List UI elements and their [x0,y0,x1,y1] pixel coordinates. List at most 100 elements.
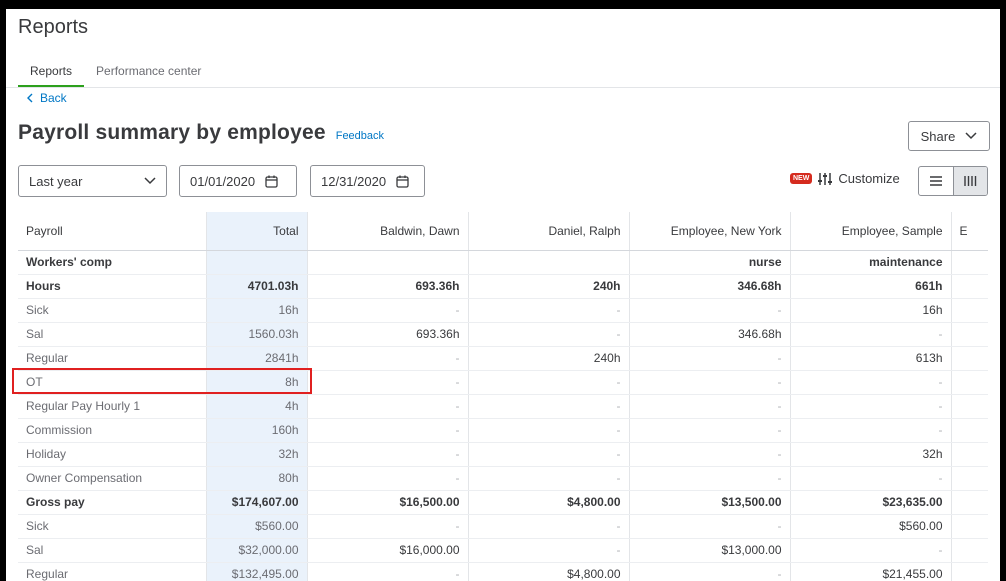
chevron-down-icon [144,177,156,185]
table-cell[interactable]: 346.68h [629,322,791,347]
column-header[interactable]: Employee, New York [629,212,791,251]
table-cell[interactable]: 240h [468,346,630,371]
tab-reports[interactable]: Reports [18,60,85,88]
row-label: Holiday [18,442,207,467]
start-date-value: 01/01/2020 [190,173,256,189]
table-cell[interactable]: 613h [790,346,952,371]
table-cell: - [307,298,469,323]
column-header[interactable]: Payroll [18,212,207,251]
table-cell[interactable]: 16h [206,298,308,323]
table-cell: - [468,394,630,419]
list-view-button[interactable] [919,167,953,195]
customize-button[interactable]: NEW Customize [790,171,900,186]
end-date-field[interactable]: 12/31/2020 [310,165,425,197]
table-cell[interactable]: 80h [206,466,308,491]
column-header[interactable]: Baldwin, Dawn [307,212,469,251]
calendar-icon[interactable] [265,175,278,188]
table-cell[interactable]: 693.36h [307,322,469,347]
table-cell[interactable]: 32h [206,442,308,467]
table-cell: - [790,466,952,491]
table-cell[interactable]: $16,500.00 [307,490,469,515]
table-cell[interactable]: 1560.03h [206,322,308,347]
table-cell: - [307,514,469,539]
table-cell [951,562,988,581]
table-cell[interactable]: 8h [206,370,308,395]
table-cell[interactable]: 160h [206,418,308,443]
row-label: Regular Pay Hourly 1 [18,394,207,419]
table-row: Owner Compensation 80h - - - - [18,466,988,491]
table-row: Sal $32,000.00 $16,000.00- $13,000.00- [18,538,988,563]
table-cell[interactable]: $132,495.00 [206,562,308,581]
window-frame-right [1000,0,1006,581]
back-link[interactable]: Back [26,91,67,105]
table-cell[interactable]: $13,000.00 [629,538,791,563]
table-cell [307,250,469,275]
table-cell: - [468,514,630,539]
table-cell[interactable]: $4,800.00 [468,490,630,515]
table-cell [951,274,988,299]
chevron-down-icon [965,132,977,140]
back-label: Back [40,91,67,105]
table-cell[interactable]: 240h [468,274,630,299]
tab-performance-center[interactable]: Performance center [96,64,202,78]
table-cell[interactable]: $23,635.00 [790,490,952,515]
column-view-button[interactable] [952,167,987,195]
table-cell[interactable]: $4,800.00 [468,562,630,581]
table-cell[interactable]: 16h [790,298,952,323]
feedback-link[interactable]: Feedback [335,130,385,142]
table-row: Regular 2841h -240h -613h [18,346,988,371]
table-cell[interactable]: 346.68h [629,274,791,299]
table-cell[interactable]: $560.00 [790,514,952,539]
table-cell[interactable]: 4701.03h [206,274,308,299]
table-cell: - [629,346,791,371]
share-button[interactable]: Share [908,121,990,151]
table-row: Sal 1560.03h 693.36h -346.68h - [18,322,988,347]
start-date-field[interactable]: 01/01/2020 [179,165,297,197]
table-cell[interactable]: $21,455.00 [790,562,952,581]
table-cell[interactable]: maintenance [790,250,952,275]
report-title-row: Payroll summary by employee Feedback [18,121,384,145]
table-cell: - [307,370,469,395]
customize-label: Customize [838,171,900,186]
table-cell [951,442,988,467]
table-cell: - [468,442,630,467]
view-toggle [918,166,988,196]
row-label: Hours [18,274,207,299]
table-cell[interactable]: $174,607.00 [206,490,308,515]
table-row: Sick 16h - - -16h [18,298,988,323]
table-cell[interactable]: $16,000.00 [307,538,469,563]
table-cell: - [307,562,469,581]
table-cell[interactable]: 32h [790,442,952,467]
calendar-icon[interactable] [396,175,409,188]
column-header[interactable]: Employee, Sample [790,212,952,251]
table-cell [951,298,988,323]
column-header[interactable]: E [951,212,988,251]
new-badge: NEW [790,173,813,184]
window-frame-top [0,0,1006,9]
window-frame-left [0,0,6,581]
table-header-row: Payroll Total Baldwin, Dawn Daniel, Ralph Em… [18,212,988,251]
table-row: Regular Pay Hourly 1 4h - - - - [18,394,988,419]
table-cell[interactable]: 2841h [206,346,308,371]
chevron-left-icon [27,93,33,103]
table-cell[interactable]: $32,000.00 [206,538,308,563]
table-cell[interactable]: 693.36h [307,274,469,299]
report-period-select[interactable]: Last year [18,165,167,197]
column-header[interactable]: Daniel, Ralph [468,212,630,251]
row-label: Regular [18,562,207,581]
table-cell[interactable]: $560.00 [206,514,308,539]
share-label: Share [920,128,956,144]
table-cell[interactable]: $13,500.00 [629,490,791,515]
row-label: Sick [18,514,207,539]
report-table-container[interactable]: Payroll Total Baldwin, Dawn Daniel, Ralph Em… [18,212,988,581]
table-cell: - [307,442,469,467]
table-cell[interactable]: 4h [206,394,308,419]
report-period-value: Last year [29,173,83,189]
table-cell: - [468,370,630,395]
table-row: Sick $560.00- - - $560.00 [18,514,988,539]
table-cell[interactable]: nurse [629,250,791,275]
table-cell: - [629,442,791,467]
column-header[interactable]: Total [206,212,308,251]
table-cell[interactable]: 661h [790,274,952,299]
table-cell [951,490,988,515]
